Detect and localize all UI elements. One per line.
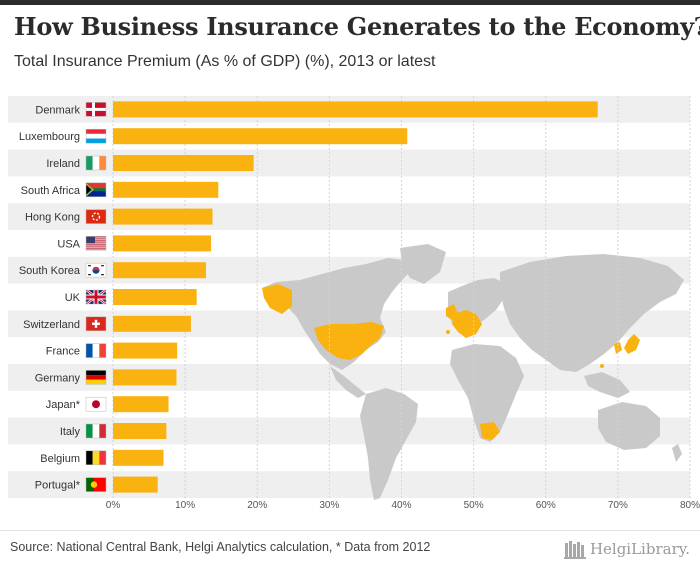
category-labels: Denmark Luxembourg Ireland South Africa Hong… — [19, 104, 81, 491]
category-label: Switzerland — [23, 319, 80, 331]
bar — [113, 155, 254, 171]
bar — [113, 449, 164, 466]
row-band — [8, 149, 690, 177]
bar — [113, 423, 167, 439]
map-africa — [450, 344, 524, 442]
flag-pt-icon — [85, 477, 107, 492]
x-tick-label: 80% — [680, 500, 700, 511]
map-highlight-alaska — [262, 284, 292, 314]
world-map-background — [262, 244, 684, 500]
flag-ie-icon — [85, 155, 107, 171]
bar — [113, 396, 169, 413]
bar — [113, 476, 158, 493]
bar — [113, 342, 178, 359]
map-southeast-asia — [584, 372, 630, 398]
flag-fr-icon — [85, 343, 107, 358]
row-band — [8, 471, 690, 498]
map-highlight-south-africa — [480, 422, 500, 440]
bar — [113, 262, 207, 279]
bar — [113, 235, 212, 252]
category-label: Japan* — [46, 399, 81, 411]
bar — [113, 128, 408, 145]
library-icon — [563, 541, 586, 559]
chart-subtitle: Total Insurance Premium (As % of GDP) (%… — [14, 53, 436, 70]
flag-ch-icon — [85, 316, 107, 332]
bar — [113, 289, 197, 305]
title-rule — [0, 0, 700, 5]
map-new-zealand — [672, 444, 682, 462]
x-axis-labels: 0% 10% 20% 30% 40% 50% 60% 70% 80% — [106, 500, 700, 511]
flag-be-icon — [85, 450, 107, 466]
source-note: Source: National Central Bank, Helgi Ana… — [10, 540, 431, 554]
flag-it-icon — [85, 423, 107, 439]
map-central-america — [330, 366, 366, 398]
flag-us-icon — [85, 236, 107, 251]
map-asia — [500, 254, 684, 372]
x-tick-label: 20% — [247, 500, 267, 511]
bar — [113, 181, 219, 198]
category-label: USA — [57, 238, 80, 250]
x-tick-label: 30% — [319, 500, 339, 511]
flag-kr-icon — [85, 262, 107, 278]
flag-dk-icon — [85, 102, 107, 117]
bar-chart: Denmark Luxembourg Ireland South Africa Hong… — [8, 96, 700, 511]
category-label: Hong Kong — [25, 212, 80, 224]
category-label: Ireland — [46, 158, 80, 170]
x-tick-label: 40% — [391, 500, 411, 511]
map-greenland — [400, 244, 446, 284]
flag-uk-icon — [85, 288, 107, 306]
x-tick-label: 10% — [175, 500, 195, 511]
category-label: Italy — [60, 426, 81, 438]
map-highlight-hong-kong — [600, 364, 604, 368]
category-label: Germany — [35, 372, 81, 384]
x-tick-label: 50% — [464, 500, 484, 511]
category-label: Luxembourg — [19, 131, 80, 143]
map-south-america — [360, 388, 418, 500]
header: How Business Insurance Generates to the … — [0, 0, 700, 88]
category-label: Denmark — [35, 104, 80, 116]
flag-lu-icon — [85, 128, 107, 144]
map-australia — [598, 402, 660, 450]
flag-za-icon — [85, 182, 107, 198]
bar — [113, 208, 213, 225]
flag-de-icon — [85, 370, 107, 385]
bar — [113, 315, 191, 332]
logo-text: HelgiLibrary. — [589, 540, 690, 558]
x-tick-label: 60% — [536, 500, 556, 511]
category-label: South Africa — [21, 185, 81, 197]
flag-jp-icon — [85, 396, 107, 412]
category-label: South Korea — [19, 265, 81, 277]
category-label: Portugal* — [35, 480, 81, 492]
bar — [113, 369, 177, 386]
category-label: Belgium — [40, 453, 80, 465]
footer: Source: National Central Bank, Helgi Ana… — [0, 530, 700, 569]
row-band — [8, 203, 690, 230]
category-label: UK — [65, 292, 81, 304]
helgi-library-logo: HelgiLibrary. — [563, 537, 690, 561]
x-tick-label: 70% — [608, 500, 628, 511]
flags — [85, 102, 107, 492]
map-highlight-portugal — [446, 330, 450, 334]
x-tick-label: 0% — [106, 500, 121, 511]
category-label: France — [46, 346, 80, 358]
bars — [113, 101, 598, 493]
chart-title: How Business Insurance Generates to the … — [14, 12, 700, 41]
map-highlight-ireland-uk — [446, 304, 458, 320]
map-highlight-western-europe — [452, 310, 482, 338]
map-highlight-usa — [314, 322, 384, 360]
row-band — [8, 417, 690, 445]
flag-hk-icon — [85, 209, 107, 224]
map-highlight-japan — [624, 334, 640, 354]
bar — [113, 101, 598, 118]
